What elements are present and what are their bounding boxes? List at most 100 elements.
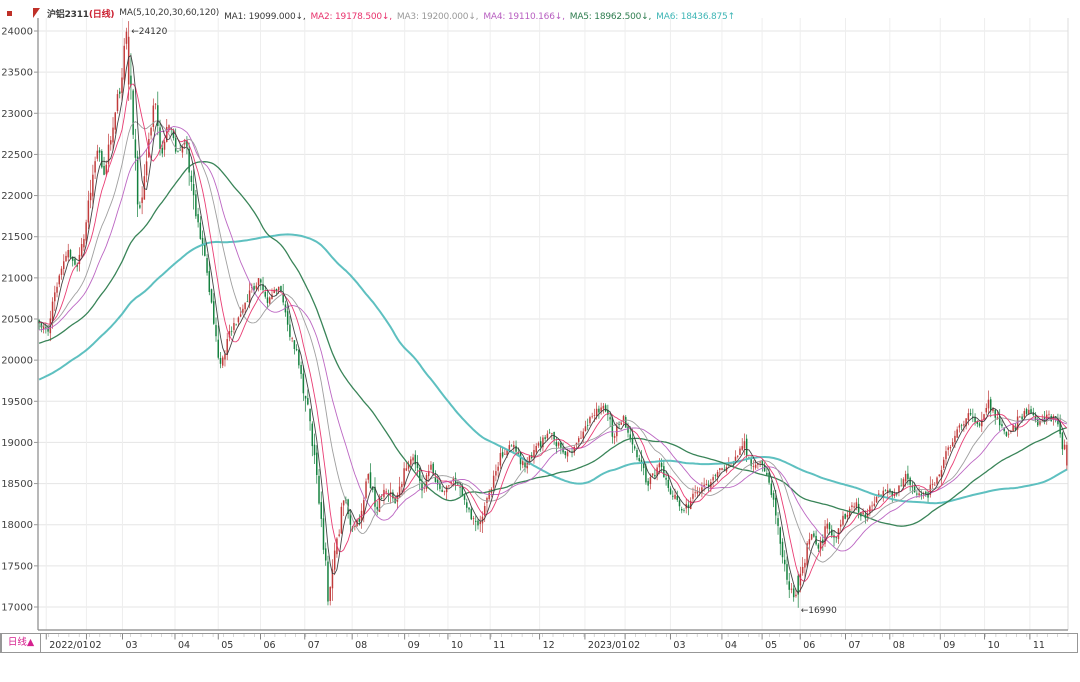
candle-body (304, 395, 307, 399)
candle-body (546, 433, 549, 439)
candle-body (598, 408, 600, 413)
candle-body (1016, 416, 1019, 430)
candle-body (983, 414, 985, 420)
candle-body (651, 473, 654, 476)
candle-body (522, 461, 524, 466)
candle-body (74, 258, 76, 265)
candle-body (714, 475, 717, 476)
candle-body (625, 417, 627, 428)
candle-body (613, 436, 616, 438)
candle-body (806, 543, 808, 566)
candle-body (295, 349, 298, 351)
candle-body (604, 405, 607, 412)
candle-body (244, 302, 246, 310)
month-label: 2022/01 (49, 640, 88, 651)
candle-body (609, 417, 611, 420)
candle-body (913, 486, 916, 493)
candle-body (750, 459, 752, 466)
candle-body (262, 284, 264, 290)
candle-body (470, 509, 473, 520)
candle-body (620, 422, 623, 425)
candle-body (316, 452, 318, 475)
candle-body (101, 151, 103, 168)
candle-body (851, 505, 853, 507)
y-axis-layer: 24000 23500 23000 22500 22000 21500 21000 20500… (1, 18, 1069, 631)
candle-body (369, 472, 372, 489)
candle-body (882, 490, 885, 497)
candle-body (466, 502, 468, 508)
candle-body (47, 328, 49, 332)
candle-body (942, 459, 945, 468)
candle-body (828, 523, 831, 530)
candle-body (495, 471, 497, 476)
candle-body (329, 587, 331, 601)
ma-value-6: MA6: 18436.875↑ (656, 11, 735, 22)
candle-body (990, 399, 992, 411)
candle-body (1025, 409, 1028, 414)
candle-body (575, 442, 578, 445)
candle-body (298, 349, 300, 366)
candle-body (510, 445, 513, 447)
candle-body (206, 258, 208, 273)
month-label: 2023/01 (588, 640, 627, 651)
candle-body (739, 448, 741, 455)
candle-body (136, 156, 139, 205)
candle-body (398, 486, 401, 498)
candle-body (839, 524, 842, 527)
candle-body (564, 451, 567, 456)
candle-body (987, 399, 990, 409)
candle-body (515, 445, 517, 452)
candle-body (1012, 425, 1014, 432)
candle-body (902, 479, 905, 487)
candle-body (537, 443, 540, 446)
candle-body (201, 237, 204, 246)
candle-body (255, 285, 258, 289)
y-tick-label: 20000 (1, 356, 33, 367)
period-selector[interactable]: 日线▲ (1, 633, 41, 653)
candle-body (918, 493, 920, 496)
candle-body (674, 494, 676, 499)
candle-body (407, 464, 410, 469)
candle-body (210, 289, 213, 303)
candle-body (177, 151, 179, 153)
ma-lines-layer (38, 55, 1068, 594)
candle-body (273, 289, 275, 294)
candle-body (951, 442, 954, 446)
candle-body (253, 286, 255, 290)
candle-body (179, 149, 181, 151)
candle-body (60, 268, 63, 275)
candle-body (302, 373, 305, 394)
candle-body (40, 323, 43, 328)
candle-body (976, 421, 979, 424)
candle-body (768, 472, 770, 483)
candle-body (443, 490, 446, 492)
candle-body (94, 161, 96, 173)
candle-body (869, 506, 871, 513)
red-flag-icon (33, 8, 40, 18)
candle-body (759, 461, 761, 463)
candle-body (242, 308, 244, 313)
month-label: 06 (803, 640, 815, 651)
candle-body (448, 485, 450, 487)
candle-body (396, 495, 399, 502)
candle-body (1003, 427, 1005, 432)
candle-body (139, 205, 141, 208)
candle-body (423, 487, 425, 489)
candle-body (392, 492, 394, 499)
candle-body (792, 588, 795, 598)
contract-label: 沪铝2311 (47, 9, 89, 20)
candle-body (132, 90, 134, 135)
candle-body (560, 442, 562, 448)
candle-body (501, 452, 504, 457)
candle-body (219, 358, 222, 364)
candle-body (582, 431, 584, 439)
candle-body (947, 447, 949, 450)
candle-body (743, 441, 746, 449)
candle-body (235, 324, 237, 326)
candle-body (127, 36, 130, 85)
candle-body (181, 145, 184, 153)
candle-body (504, 453, 506, 455)
candle-body (795, 594, 797, 597)
ma20-line (39, 120, 1068, 563)
